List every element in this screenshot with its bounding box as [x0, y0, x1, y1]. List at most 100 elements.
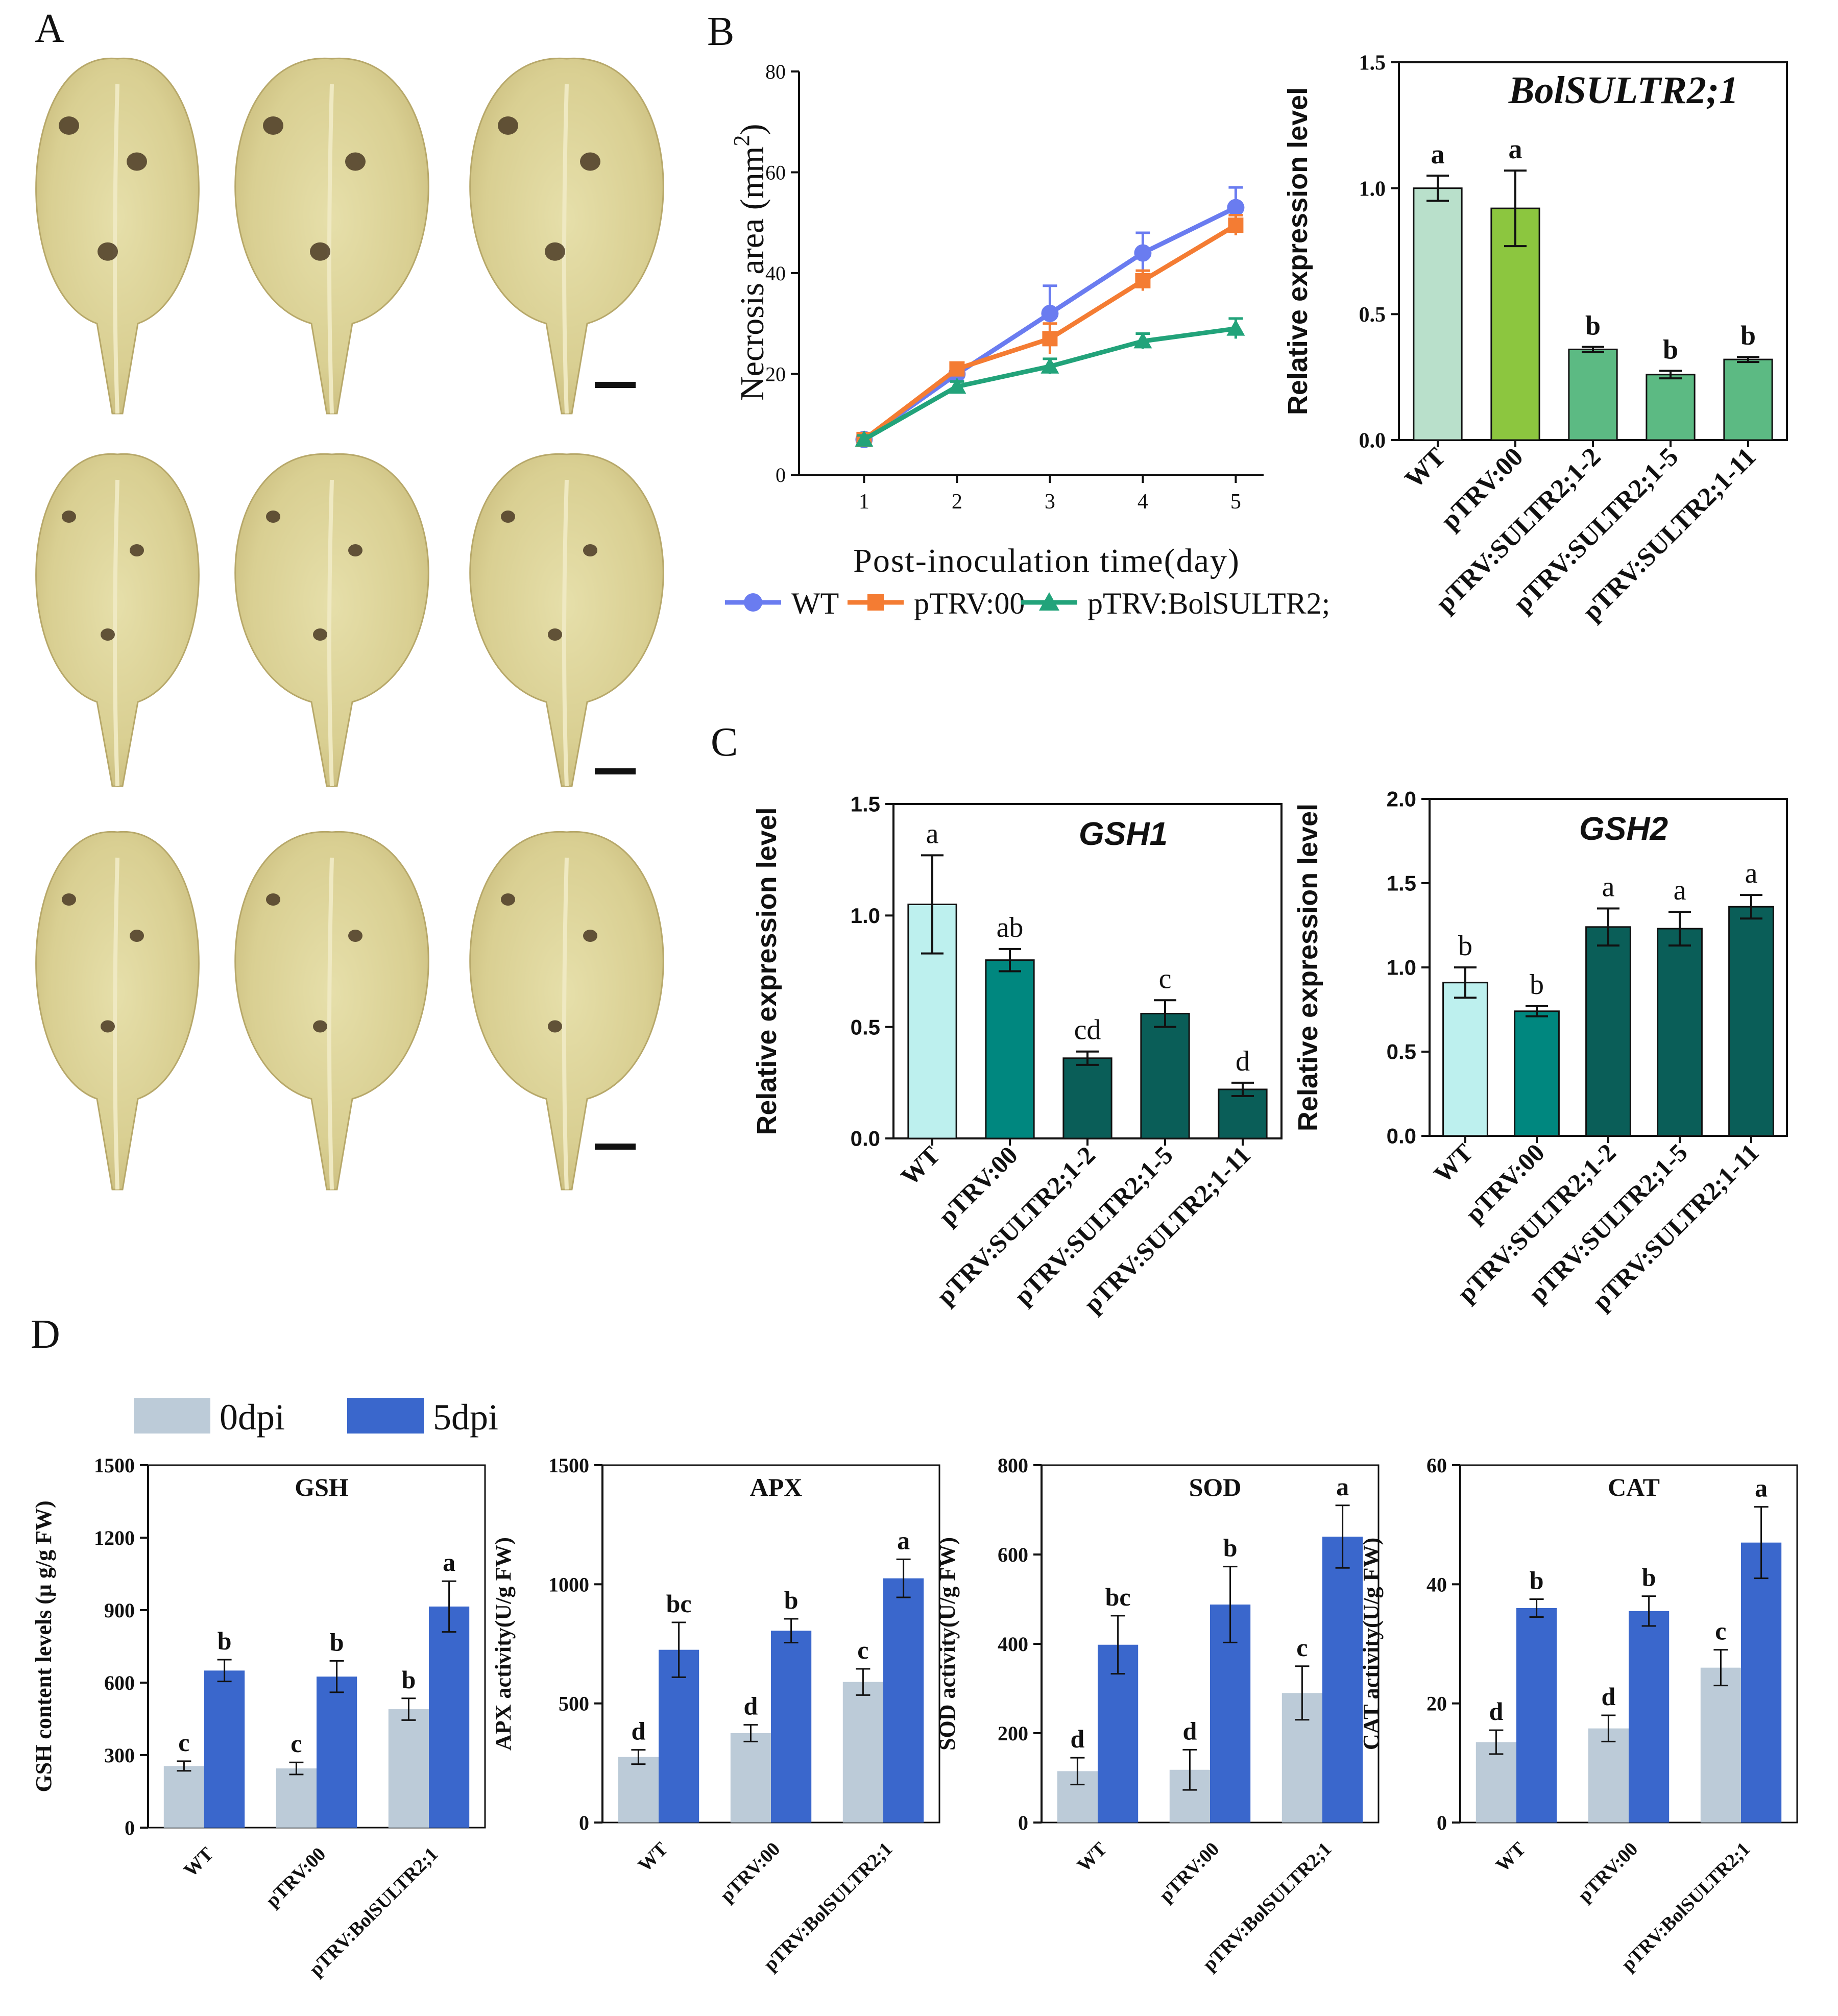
lesion-spot-1-1 [127, 152, 147, 171]
bar-5dpi-0 [204, 1670, 245, 1828]
lesion-spot-5-0 [266, 511, 280, 523]
bar-2 [1585, 926, 1631, 1137]
significance-letter: a [1336, 1472, 1349, 1501]
gsh-content-bar-chart: 0 300 600 900 1200 1500 c b WT c b pTRV:00 b a pTRV:Bo… [31, 1454, 486, 1980]
leaf-vein-7 [113, 857, 119, 1190]
y-tick-label: 0.5 [851, 1015, 880, 1039]
y-tick-label: 1200 [94, 1526, 135, 1549]
bar-0dpi-2 [1700, 1667, 1741, 1823]
y-tick-label: 0 [776, 464, 786, 487]
significance-letter: a [897, 1526, 910, 1554]
significance-letter: b [1740, 320, 1756, 351]
lesion-spot-5-1 [348, 544, 362, 556]
lesion-spot-9-0 [501, 893, 515, 906]
lesion-spot-4-0 [62, 511, 76, 523]
significance-letter: d [1489, 1697, 1503, 1726]
chart-title: GSH [295, 1473, 349, 1501]
y-tick-label: 1.5 [1387, 871, 1416, 895]
bar-5dpi-2 [429, 1606, 470, 1828]
significance-letter: c [1715, 1617, 1726, 1645]
lesion-spot-3-1 [580, 152, 600, 171]
y-axis-label: CAT activity(U/g FW) [1359, 1538, 1384, 1750]
y-tick-label: 60 [1426, 1454, 1447, 1477]
y-tick-label: 0 [579, 1811, 589, 1834]
lesion-spot-7-1 [130, 930, 144, 942]
bar-5dpi-1 [771, 1631, 812, 1823]
lesion-spot-7-2 [101, 1020, 115, 1033]
significance-letter: c [178, 1728, 189, 1757]
bar-1 [1514, 1010, 1560, 1137]
cat-bar-chart: 0 20 40 60 d b WT d b pTRV:00 c a pTRV:BolSULTR2;1 CA… [1359, 1454, 1798, 1976]
lesion-spot-8-0 [266, 893, 280, 906]
y-tick-label: 400 [998, 1633, 1028, 1656]
significance-letter: bc [1105, 1583, 1131, 1611]
chart-title: SOD [1189, 1473, 1242, 1501]
chart-title: GSH2 [1579, 810, 1668, 847]
lesion-spot-7-0 [62, 893, 76, 906]
significance-letter: d [743, 1692, 758, 1720]
legend-label-1: pTRV:00 [914, 587, 1025, 620]
lesion-spot-3-0 [498, 116, 518, 135]
bar-3 [1646, 374, 1696, 441]
significance-letter: a [926, 818, 939, 849]
x-tick-label: pTRV:BolSULTR2;1 [1617, 1838, 1755, 1976]
significance-letter: d [1182, 1716, 1197, 1745]
leaf-photographs [35, 58, 664, 1191]
lesion-spot-9-2 [548, 1020, 562, 1033]
x-tick-label: WT [180, 1843, 218, 1882]
panel-label-a: A [35, 6, 64, 51]
significance-letter: b [1585, 310, 1601, 341]
y-tick-label: 800 [998, 1454, 1028, 1477]
x-tick-label: WT [1399, 442, 1452, 494]
lesion-spot-5-2 [313, 628, 327, 641]
chart-title: CAT [1608, 1473, 1660, 1501]
legend-marker [1039, 592, 1059, 611]
y-tick-label: 600 [104, 1671, 135, 1694]
y-tick-label: 1.0 [1387, 956, 1416, 980]
y-tick-label: 1.0 [851, 904, 880, 928]
lesion-spot-1-0 [59, 116, 79, 135]
x-tick-label: WT [1073, 1838, 1111, 1877]
lesion-spot-2-2 [310, 242, 330, 261]
bar-4 [1728, 906, 1774, 1137]
chart-title: BolSULTR2;1 [1508, 69, 1738, 112]
bar-4 [1218, 1088, 1268, 1139]
leaf-vein-9 [562, 857, 569, 1190]
significance-letter: a [443, 1548, 455, 1576]
significance-letter: b [1642, 1563, 1656, 1592]
y-tick-label: 40 [765, 262, 786, 285]
y-tick-label: 0 [1437, 1811, 1447, 1834]
gsh1-bar-chart: 0.00.51.01.5aWTabpTRV:00cdpTRV:SULTR2;1-… [752, 792, 1283, 1318]
x-tick-label: pTRV:BolSULTR2;1 [760, 1838, 897, 1976]
lesion-spot-8-1 [348, 930, 362, 942]
x-tick-label: WT [634, 1838, 672, 1877]
y-tick-label: 60 [765, 161, 786, 184]
y-axis-label-text: Necrosis area (mm [734, 147, 771, 401]
x-tick-label: WT [895, 1140, 946, 1191]
data-point [1227, 199, 1245, 216]
y-axis-label: SOD activity(U/g FW) [935, 1537, 960, 1751]
y-axis-label: Relative expression level [752, 807, 782, 1135]
scale-bar-1 [595, 382, 636, 388]
data-point [1228, 217, 1244, 233]
y-tick-label: 1500 [548, 1454, 589, 1477]
significance-letter: a [1431, 139, 1445, 169]
x-tick-label: 4 [1138, 490, 1148, 514]
bar-3 [1657, 928, 1703, 1137]
leaf-vein-2 [327, 84, 334, 414]
legend-marker [744, 593, 762, 612]
y-tick-label: 0.0 [1359, 429, 1386, 453]
scale-bar-3 [595, 1144, 636, 1150]
bar-0dpi-0 [1476, 1742, 1516, 1823]
y-axis-label: GSH content levels (μ g/g FW) [31, 1500, 56, 1792]
y-tick-label: 0.0 [1387, 1124, 1416, 1148]
panel-label-b: B [707, 9, 734, 54]
bar-5dpi-1 [317, 1677, 357, 1828]
data-point [1041, 305, 1059, 322]
y-axis-label: Necrosis area (mm2) [729, 124, 771, 401]
y-tick-label: 1.5 [851, 792, 880, 816]
x-tick-label: WT [1428, 1138, 1479, 1188]
significance-letter: a [1745, 858, 1758, 889]
data-point [855, 430, 874, 447]
